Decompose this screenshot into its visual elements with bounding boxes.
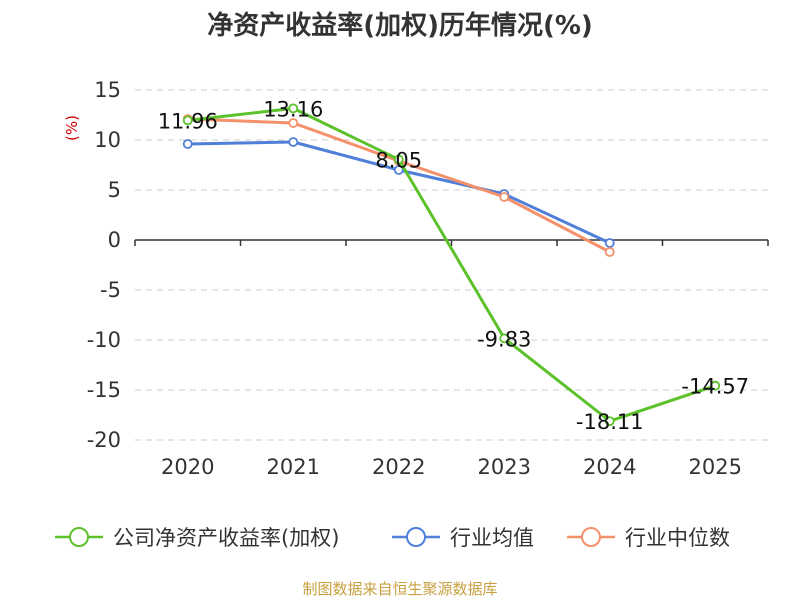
x-tick-label: 2020 [161, 455, 214, 479]
data-point [604, 416, 615, 427]
legend-swatch-marker [581, 527, 601, 547]
legend-label: 公司净资产收益率(加权) [113, 526, 339, 550]
y-tick-label: -20 [87, 428, 121, 452]
data-label-layer: 11.96 13.16 8.05 -9.83 -18.11 -14.57 [158, 97, 749, 434]
data-point [288, 103, 299, 114]
data-point [182, 139, 193, 149]
data-point [393, 154, 404, 165]
legend-swatch-marker [406, 527, 426, 547]
series-line [187, 106, 716, 423]
legend-item: 行业中位数 [567, 526, 730, 550]
data-label: 11.96 [158, 109, 218, 133]
data-point [288, 137, 299, 147]
data-point [604, 238, 615, 248]
data-point [604, 247, 615, 257]
data-label: -9.83 [477, 327, 531, 351]
y-axis-label: (%) [63, 115, 81, 141]
legend-item: 行业均值 [392, 526, 534, 550]
axis-layer: 15 10 5 0 -5 -10 -15 -20 2020 2021 2022 2023 2024 202… [87, 78, 769, 479]
legend-label: 行业均值 [450, 526, 534, 550]
y-tick-label: 10 [94, 128, 121, 152]
chart-title: 净资产收益率(加权)历年情况(%) [207, 10, 593, 41]
series-line [187, 117, 611, 254]
x-tick-label: 2023 [478, 455, 531, 479]
data-label: 8.05 [375, 149, 422, 173]
y-tick-label: -15 [87, 378, 121, 402]
legend-item: 公司净资产收益率(加权) [55, 526, 339, 550]
data-point [393, 165, 404, 175]
data-point [288, 118, 299, 128]
x-tick-label: 2024 [583, 455, 636, 479]
y-tick-label: 5 [108, 178, 121, 202]
data-label: -14.57 [681, 375, 749, 399]
series-layer [182, 103, 721, 427]
data-label: 13.16 [263, 97, 323, 121]
y-tick-label: -5 [100, 278, 121, 302]
x-tick-label: 2025 [689, 455, 742, 479]
data-point [499, 333, 510, 344]
data-point [499, 192, 510, 202]
y-tick-label: 15 [94, 78, 121, 102]
data-point [182, 115, 193, 126]
x-tick-label: 2021 [267, 455, 320, 479]
legend-swatch-marker [69, 527, 89, 547]
y-tick-label: 0 [108, 228, 121, 252]
data-label: -18.11 [576, 410, 644, 434]
x-tick-label: 2022 [372, 455, 425, 479]
data-point [710, 380, 721, 391]
source-note: 制图数据来自恒生聚源数据库 [302, 580, 497, 598]
legend-label: 行业中位数 [625, 526, 730, 550]
y-tick-label: -10 [87, 328, 121, 352]
legend: 公司净资产收益率(加权) 行业均值 行业中位数 [55, 526, 730, 550]
